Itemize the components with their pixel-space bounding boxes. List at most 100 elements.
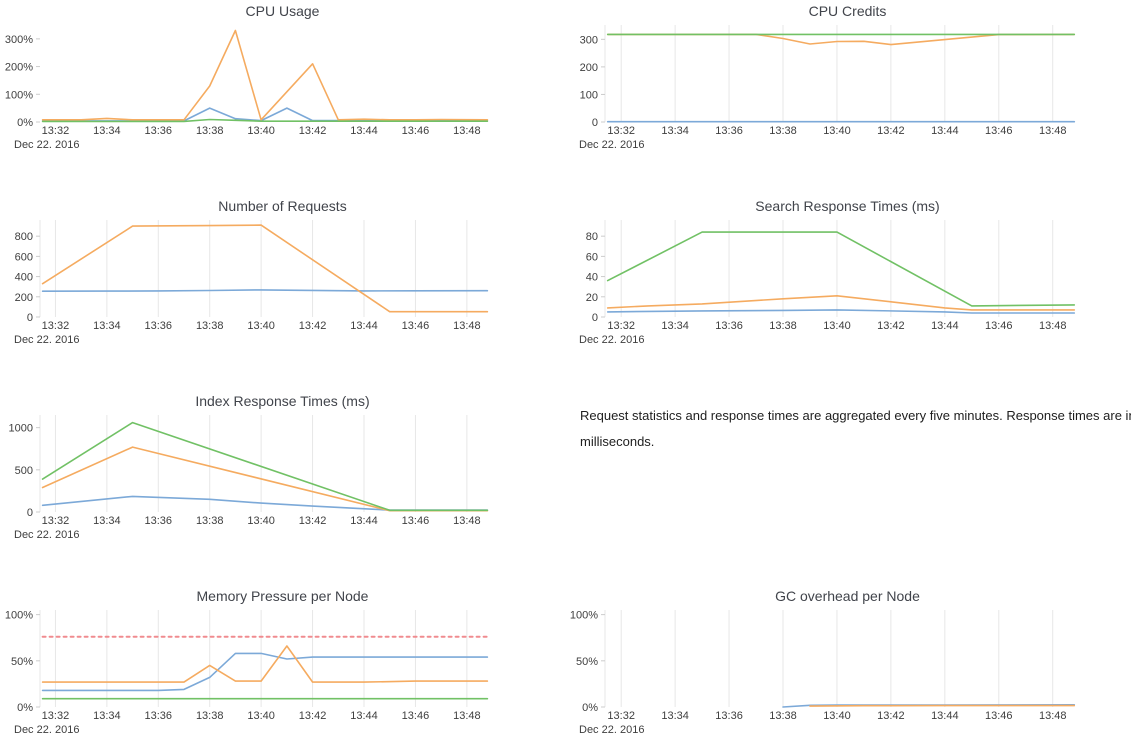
x-tick-label: 13:36 <box>145 515 173 527</box>
x-axis-date-label: Dec 22. 2016 <box>14 139 79 151</box>
series-line-node-2-orange <box>606 33 1076 46</box>
chart-cpu-credits: CPU Credits 0 100 200 300 13:32 13:34 13:36 13:… <box>565 0 1130 160</box>
x-tick-label: 13:42 <box>877 710 905 722</box>
gc-overhead-plot: 0% 50% 100% 13:32 13:34 13:36 13:38 13:40 13:42 1… <box>570 610 1076 736</box>
x-tick-label: 13:38 <box>196 125 224 137</box>
x-axis-date-label: Dec 22. 2016 <box>14 334 79 346</box>
x-tick-label: 13:32 <box>607 320 635 332</box>
x-axis-date-label: Dec 22. 2016 <box>14 724 79 736</box>
chart-title-search-response-times: Search Response Times (ms) <box>755 198 940 214</box>
x-tick-label: 13:38 <box>196 515 224 527</box>
x-tick-label: 13:44 <box>350 125 378 137</box>
x-tick-label: 13:44 <box>931 125 959 137</box>
x-tick-label: 13:48 <box>1039 320 1067 332</box>
chart-gc-overhead-per-node: GC overhead per Node 0% 50% 100% 13:32 13:34… <box>565 585 1130 741</box>
x-tick-label: 13:38 <box>769 125 797 137</box>
x-tick-label: 13:36 <box>145 710 173 722</box>
x-tick-label: 13:38 <box>769 710 797 722</box>
chart-title-index-response-times: Index Response Times (ms) <box>195 393 370 409</box>
y-tick-label: 0 <box>592 117 598 129</box>
y-tick-label: 600 <box>15 251 33 263</box>
x-tick-label: 13:34 <box>661 320 689 332</box>
series-line-search-a-blue <box>606 309 1076 314</box>
x-tick-label: 13:36 <box>715 710 743 722</box>
memory-pressure-plot: 0% 50% 100% 13:32 13:34 13:36 13:38 13:40 13:42 1… <box>5 610 489 736</box>
x-tick-label: 13:32 <box>42 515 70 527</box>
chart-number-of-requests: Number of Requests 0 200 400 600 800 13:32 13:… <box>0 195 565 355</box>
y-tick-label: 0 <box>592 312 598 324</box>
x-tick-label: 13:34 <box>661 125 689 137</box>
x-tick-label: 13:38 <box>769 320 797 332</box>
x-tick-label: 13:40 <box>247 320 275 332</box>
y-tick-label: 20 <box>586 292 598 304</box>
y-tick-label: 800 <box>15 231 33 243</box>
y-tick-label: 50% <box>11 656 33 668</box>
series-line-index-a-blue <box>41 495 489 511</box>
x-tick-label: 13:32 <box>607 125 635 137</box>
chart-cpu-usage: CPU Usage 0% 100% 200% 300% 13:32 13:34 13:36 1… <box>0 0 565 160</box>
x-tick-label: 13:44 <box>350 515 378 527</box>
index-response-times-plot: 0 500 1000 13:32 13:34 13:36 13:38 13:40 13:42 13… <box>9 415 489 541</box>
y-tick-label: 300% <box>5 34 33 46</box>
x-tick-label: 13:44 <box>931 710 959 722</box>
x-tick-label: 13:42 <box>877 320 905 332</box>
x-tick-label: 13:44 <box>350 710 378 722</box>
y-tick-label: 100% <box>570 610 598 622</box>
series-line-node-1-blue <box>41 652 489 692</box>
x-tick-label: 13:48 <box>1039 710 1067 722</box>
x-tick-label: 13:46 <box>402 125 430 137</box>
chart-title-gc-overhead: GC overhead per Node <box>775 588 920 604</box>
x-tick-label: 13:32 <box>42 710 70 722</box>
series-line-search-c-green <box>606 231 1076 307</box>
chart-memory-pressure-per-node: Memory Pressure per Node 0% 50% 100% 13:32 1… <box>0 585 565 741</box>
y-tick-label: 1000 <box>9 423 33 435</box>
x-tick-label: 13:36 <box>145 125 173 137</box>
x-tick-label: 13:34 <box>93 515 121 527</box>
x-tick-label: 13:46 <box>985 320 1013 332</box>
x-tick-label: 13:40 <box>823 710 851 722</box>
x-axis-date-label: Dec 22. 2016 <box>579 724 644 736</box>
x-tick-label: 13:34 <box>661 710 689 722</box>
y-tick-label: 200 <box>580 62 598 74</box>
x-tick-label: 13:40 <box>247 125 275 137</box>
y-tick-label: 40 <box>586 272 598 284</box>
chart-title-cpu-credits: CPU Credits <box>808 3 887 19</box>
y-tick-label: 0% <box>17 702 33 714</box>
series-line-node-2-orange <box>41 645 489 683</box>
y-tick-label: 60 <box>586 251 598 263</box>
x-tick-label: 13:42 <box>299 515 327 527</box>
x-tick-label: 13:32 <box>42 125 70 137</box>
series-line-requests-a-blue <box>41 289 489 292</box>
x-tick-label: 13:40 <box>823 320 851 332</box>
y-tick-label: 0% <box>17 117 33 129</box>
chart-index-response-times: Index Response Times (ms) 0 500 1000 13:32 1… <box>0 390 565 550</box>
y-tick-label: 200% <box>5 62 33 74</box>
x-tick-label: 13:48 <box>453 125 481 137</box>
x-tick-label: 13:42 <box>877 125 905 137</box>
x-tick-label: 13:48 <box>453 515 481 527</box>
series-line-index-b-orange <box>41 446 489 512</box>
series-line-index-c-green <box>41 421 489 512</box>
x-tick-label: 13:32 <box>607 710 635 722</box>
x-tick-label: 13:44 <box>931 320 959 332</box>
x-tick-label: 13:32 <box>42 320 70 332</box>
x-tick-label: 13:42 <box>299 320 327 332</box>
y-tick-label: 50% <box>576 656 598 668</box>
x-tick-label: 13:42 <box>299 710 327 722</box>
y-tick-label: 300 <box>580 34 598 46</box>
chart-title-memory-pressure: Memory Pressure per Node <box>196 588 369 604</box>
x-tick-label: 13:36 <box>715 320 743 332</box>
series-line-node-2-orange <box>41 29 489 121</box>
x-tick-label: 13:46 <box>985 125 1013 137</box>
x-tick-label: 13:36 <box>145 320 173 332</box>
series-line-node-3-green <box>41 118 489 123</box>
x-tick-label: 13:40 <box>247 515 275 527</box>
y-tick-label: 80 <box>586 231 598 243</box>
x-tick-label: 13:40 <box>247 710 275 722</box>
chart-title-cpu-usage: CPU Usage <box>245 3 320 19</box>
series-line-requests-b-orange <box>41 224 489 313</box>
y-tick-label: 400 <box>15 272 33 284</box>
x-tick-label: 13:38 <box>196 710 224 722</box>
x-axis-date-label: Dec 22. 2016 <box>14 529 79 541</box>
